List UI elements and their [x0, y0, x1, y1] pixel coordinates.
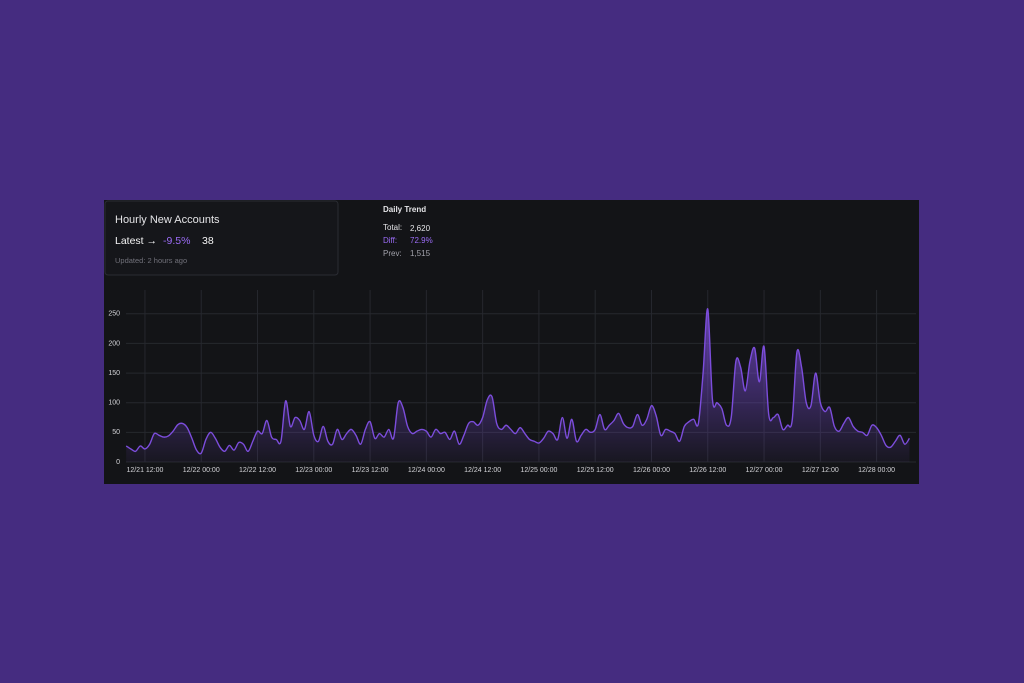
x-tick-label: 12/24 12:00 — [464, 467, 501, 474]
trend-label: Diff: — [383, 236, 397, 245]
change: -9.5% — [163, 235, 190, 247]
trend-value: 1,515 — [410, 249, 431, 258]
x-tick-label: 12/28 00:00 — [858, 467, 895, 474]
x-tick-label: 12/21 12:00 — [126, 467, 163, 474]
y-tick-label: 50 — [112, 429, 120, 436]
y-tick-label: 150 — [108, 370, 120, 377]
x-tick-label: 12/27 12:00 — [802, 467, 839, 474]
trend-label: Prev: — [383, 249, 402, 258]
y-tick-label: 200 — [108, 340, 120, 347]
card-title: Hourly New Accounts — [115, 214, 220, 226]
trend-value: 2,620 — [410, 224, 431, 233]
x-tick-label: 12/26 00:00 — [633, 467, 670, 474]
x-tick-label: 12/23 12:00 — [352, 467, 389, 474]
line — [125, 308, 911, 455]
x-tick-label: 12/22 00:00 — [183, 467, 220, 474]
latest-label: Latest → — [115, 235, 157, 247]
trend-label: Total: — [383, 223, 402, 232]
y-tick-label: 100 — [108, 400, 120, 407]
stat-card — [104, 200, 339, 276]
chart: 0 50 100 150 200 250 12/21 12:00 12/22 00:00 12/… — [108, 290, 916, 474]
area-fill — [126, 308, 910, 462]
x-tick-label: 12/22 12:00 — [239, 467, 276, 474]
x-tick-label: 12/25 12:00 — [577, 467, 614, 474]
y-tick-label: 0 — [116, 459, 120, 466]
x-tick-label: 12/24 00:00 — [408, 467, 445, 474]
x-tick-label: 12/23 00:00 — [295, 467, 332, 474]
y-tick-label: 250 — [108, 311, 120, 318]
trend-title: Daily Trend — [383, 205, 426, 214]
updated: Updated: 2 hours ago — [115, 256, 187, 265]
trend-value: 72.9% — [410, 236, 433, 245]
latest-value: 38 — [202, 235, 214, 247]
x-tick-label: 12/27 00:00 — [746, 467, 783, 474]
x-tick-label: 12/26 12:00 — [689, 467, 726, 474]
x-tick-label: 12/25 00:00 — [520, 467, 557, 474]
